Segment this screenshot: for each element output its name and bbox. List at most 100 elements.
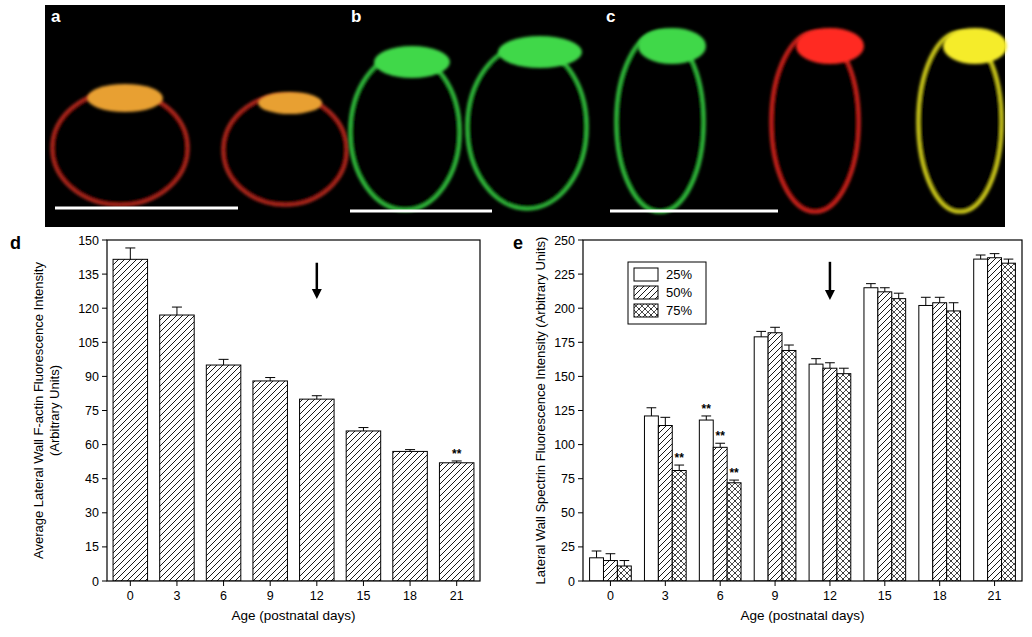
y-tick-label: 250 <box>554 234 575 248</box>
y-tick-label: 60 <box>85 438 99 452</box>
y-tick <box>102 546 107 547</box>
cell-cap <box>374 46 450 78</box>
error-bar <box>880 288 890 292</box>
legend-label: 25% <box>666 267 692 282</box>
bar <box>603 561 617 581</box>
error-bar <box>606 554 616 561</box>
significance-label: ** <box>716 429 726 443</box>
cell-cap <box>638 28 706 64</box>
bar <box>1002 263 1016 581</box>
y-tick-label: 175 <box>554 336 575 350</box>
bar <box>919 305 933 581</box>
y-tick <box>578 478 583 479</box>
bar <box>754 337 768 581</box>
image-panel: a <box>51 7 347 208</box>
error-bar <box>756 331 766 336</box>
bar <box>644 416 658 581</box>
bar <box>878 292 892 581</box>
bar <box>768 333 782 581</box>
bar <box>974 259 988 581</box>
bar <box>300 399 335 581</box>
x-tick <box>270 581 271 586</box>
error-bar <box>949 303 959 311</box>
y-tick <box>578 342 583 343</box>
x-tick <box>130 581 131 586</box>
error-bar <box>825 363 835 368</box>
bar <box>113 259 148 581</box>
error-bar <box>701 416 711 420</box>
x-tick <box>829 581 830 586</box>
y-tick-label: 200 <box>554 302 575 316</box>
y-tick <box>578 274 583 275</box>
bar <box>393 451 428 581</box>
significance-label: ** <box>729 466 739 480</box>
bar <box>617 566 631 581</box>
bar <box>809 364 823 581</box>
panel-label: d <box>10 233 21 253</box>
error-bar <box>172 307 182 315</box>
x-tick <box>720 581 721 586</box>
bar <box>713 447 727 581</box>
bar <box>864 288 878 581</box>
error-bar <box>921 297 931 305</box>
chart: 0255075100125150175200225250036912151821… <box>513 233 1022 623</box>
y-tick <box>102 478 107 479</box>
significance-label: ** <box>675 451 685 465</box>
x-tick-label: 0 <box>127 589 134 603</box>
y-tick-label: 90 <box>85 370 99 384</box>
y-tick-label: 75 <box>85 404 99 418</box>
cell-cap <box>498 36 582 68</box>
y-tick-label: 225 <box>554 268 575 282</box>
bar <box>988 258 1002 581</box>
panel-label: c <box>606 7 615 26</box>
cell-cap <box>796 28 864 64</box>
x-tick <box>939 581 940 586</box>
plot-area <box>590 254 1016 581</box>
legend-swatch <box>634 286 658 299</box>
x-tick-label: 12 <box>310 589 324 603</box>
x-tick-label: 0 <box>607 589 614 603</box>
x-tick <box>316 581 317 586</box>
x-tick-label: 6 <box>220 589 227 603</box>
background <box>0 0 1032 637</box>
error-bar <box>619 561 629 566</box>
y-tick-label: 125 <box>554 404 575 418</box>
error-bar <box>358 428 368 431</box>
error-bar <box>1004 259 1014 263</box>
x-tick <box>665 581 666 586</box>
error-bar <box>976 255 986 259</box>
bar <box>947 311 961 581</box>
error-bar <box>265 378 275 381</box>
y-tick <box>578 512 583 513</box>
cell-cap <box>87 84 163 112</box>
y-tick-label: 100 <box>554 438 575 452</box>
y-axis-label: Lateral Wall Spectrin Fluorescence Inten… <box>533 237 548 585</box>
plot-frame <box>107 240 480 581</box>
arrow-head <box>312 289 322 299</box>
error-bar <box>839 368 849 373</box>
y-tick-label: 15 <box>85 540 99 554</box>
y-tick <box>578 444 583 445</box>
error-bar <box>312 396 322 399</box>
y-tick <box>102 240 107 241</box>
plot-frame <box>583 240 1022 581</box>
x-tick-label: 6 <box>717 589 724 603</box>
x-tick <box>610 581 611 586</box>
y-tick-label: 30 <box>85 506 99 520</box>
x-tick <box>176 581 177 586</box>
y-tick <box>578 581 583 582</box>
y-tick-label: 135 <box>78 268 99 282</box>
error-bar <box>935 297 945 302</box>
legend-swatch <box>634 304 658 317</box>
y-tick <box>578 240 583 241</box>
x-tick <box>775 581 776 586</box>
scale-bar <box>350 210 492 213</box>
bar <box>658 426 672 581</box>
y-tick-label: 0 <box>568 575 575 589</box>
x-tick <box>410 581 411 586</box>
error-bar <box>219 359 229 365</box>
y-tick <box>102 512 107 513</box>
x-tick-label: 21 <box>450 589 464 603</box>
y-tick <box>578 376 583 377</box>
significance-label: ** <box>452 447 462 461</box>
